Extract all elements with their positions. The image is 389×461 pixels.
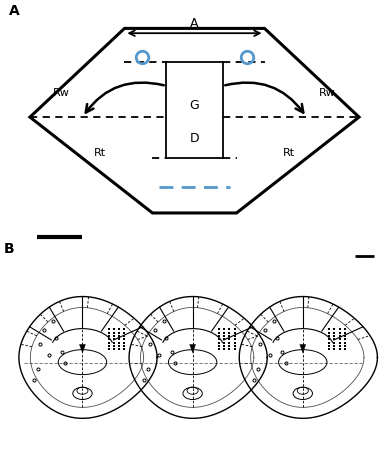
Text: G: G: [189, 99, 200, 112]
Polygon shape: [190, 344, 196, 353]
Polygon shape: [79, 344, 86, 353]
Polygon shape: [300, 344, 306, 353]
Text: Rt: Rt: [283, 148, 295, 158]
Text: B: B: [4, 242, 15, 256]
Text: Rt: Rt: [94, 148, 106, 158]
Text: A: A: [190, 17, 199, 30]
Text: D: D: [190, 132, 199, 145]
Text: Rw: Rw: [53, 88, 70, 98]
Text: A: A: [9, 5, 20, 18]
Text: Rw: Rw: [319, 88, 336, 98]
